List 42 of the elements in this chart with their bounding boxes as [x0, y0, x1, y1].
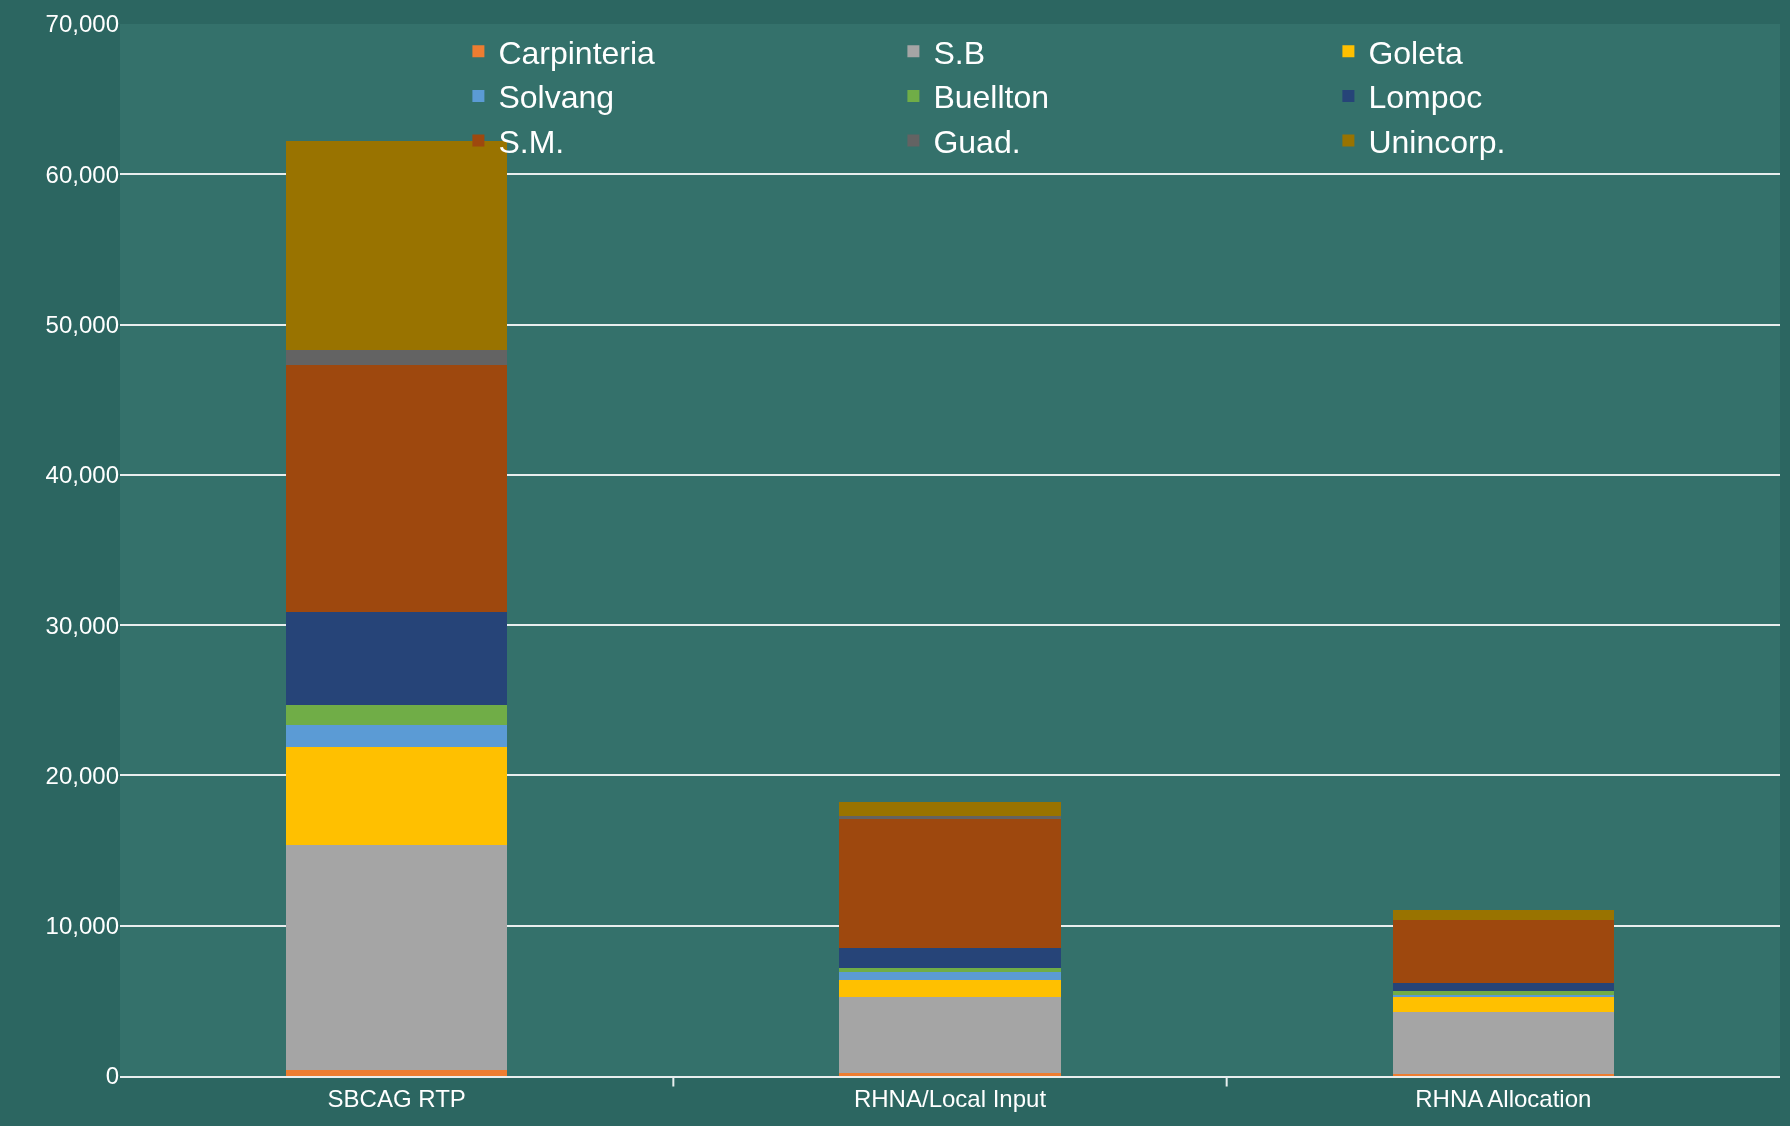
bar [286, 844, 508, 1070]
bar [1392, 1011, 1614, 1074]
bar [839, 818, 1061, 949]
bar [286, 350, 508, 366]
x-tick-label: SBCAG RTP [327, 1084, 466, 1112]
bar [839, 996, 1061, 1074]
y-tick-label: 20,000 [45, 761, 119, 789]
legend-label: S.B [933, 34, 985, 71]
legend-label: Goleta [1368, 34, 1463, 71]
bar [286, 365, 508, 613]
y-tick-label: 40,000 [45, 461, 119, 489]
bar [839, 816, 1061, 819]
y-tick-label: 30,000 [45, 611, 119, 639]
legend-label: S.M. [498, 123, 565, 160]
bar [286, 725, 508, 747]
bar [1392, 996, 1614, 1012]
legend-label: Solvang [498, 79, 615, 116]
bar [839, 1073, 1061, 1076]
bar [1392, 910, 1614, 921]
y-tick-label: 10,000 [45, 912, 119, 940]
bar [1392, 920, 1614, 983]
y-tick-label: 70,000 [45, 10, 119, 38]
bar [286, 746, 508, 845]
bar [1392, 982, 1614, 991]
bar [286, 1069, 508, 1076]
bar [839, 979, 1061, 997]
bar [839, 802, 1061, 817]
bar [1392, 990, 1614, 995]
bar [839, 972, 1061, 980]
legend-label: Guad. [933, 123, 1021, 160]
bar [286, 704, 508, 726]
bar [839, 948, 1061, 968]
legend-label: Unincorp. [1368, 123, 1506, 160]
bar [286, 612, 508, 705]
legend-label: Carpinteria [498, 34, 656, 71]
y-tick-label: 0 [105, 1062, 119, 1090]
x-tick-label: RHNA Allocation [1415, 1084, 1592, 1112]
x-tick-label: RHNA/Local Input [853, 1084, 1047, 1112]
y-tick-label: 50,000 [45, 310, 119, 338]
legend-label: Lompoc [1368, 79, 1483, 116]
legend-label: Buellton [933, 79, 1050, 116]
y-tick-label: 60,000 [45, 160, 119, 188]
